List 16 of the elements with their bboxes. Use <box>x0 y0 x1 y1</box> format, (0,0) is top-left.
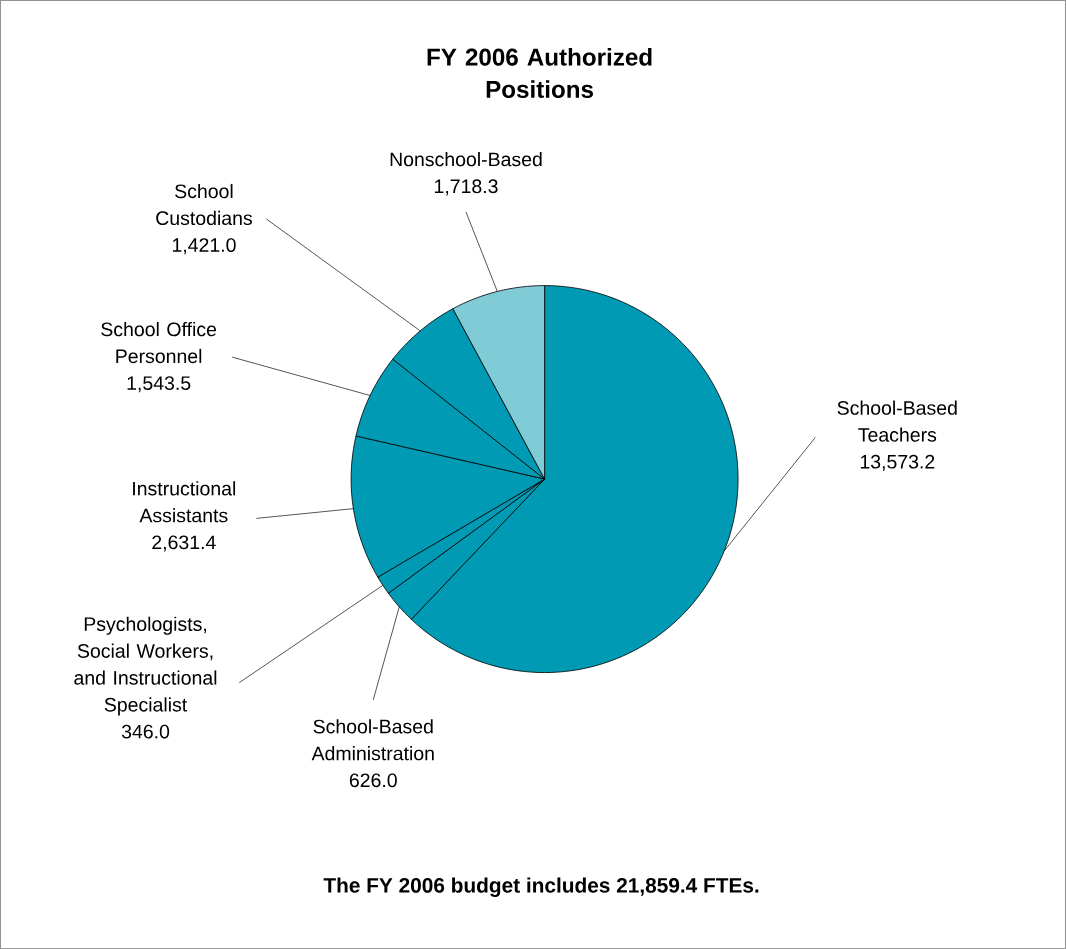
slice-label: School Office Personnel <box>101 321 217 364</box>
data-label: 1,421.0 <box>172 238 236 255</box>
slice-label: Nonschool-Based <box>390 151 542 167</box>
text: The FY 2006 budget includes 21,859.4 FTEs. <box>323 877 759 897</box>
data-label: 2,631.4 <box>152 535 216 552</box>
data-label: 346.0 <box>121 724 170 739</box>
slice-label: School Custodians <box>156 183 252 226</box>
data-label: 1,718.3 <box>434 179 498 196</box>
slice-label: School-Based Administration <box>311 719 434 761</box>
slice-label: School-Based Teachers <box>837 400 957 442</box>
slice-label: Psychologists, Social Workers, and Instructional Specialist <box>74 616 217 716</box>
data-label: 626.0 <box>349 773 397 788</box>
data-label: 1,543.5 <box>127 376 191 393</box>
slice-label: Instructional Assistants <box>133 481 236 523</box>
chart-title: FY 2006 Authorized Positions <box>427 47 652 98</box>
data-label: 13,573.2 <box>860 454 935 471</box>
